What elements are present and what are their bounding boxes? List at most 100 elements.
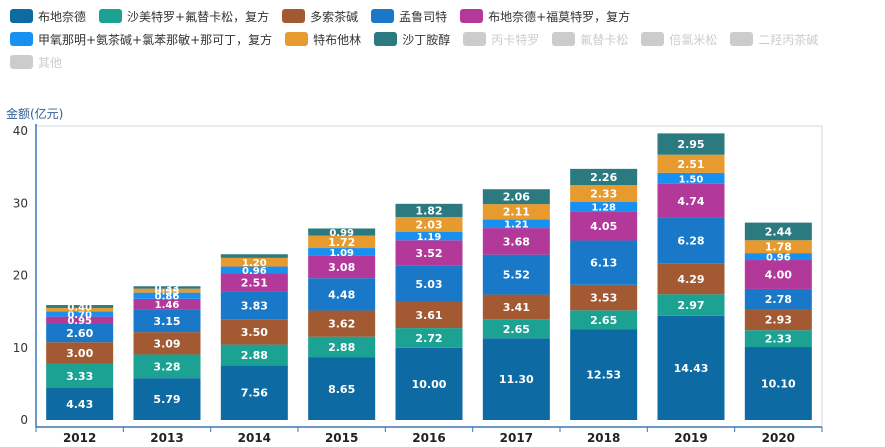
legend-item[interactable]: 倍氯米松 [641,31,717,47]
legend-swatch [10,9,33,23]
legend-item[interactable]: 丙卡特罗 [463,31,539,47]
bar-segment [657,154,725,173]
bar-segment [570,211,638,241]
data-label: 3.09 [153,337,180,350]
legend-item[interactable]: 多索茶碱 [282,8,358,24]
bar-segment [395,216,463,232]
legend-label: 布地奈德+福莫特罗，复方 [488,9,631,24]
legend-item[interactable]: 特布他林 [285,31,361,47]
bar-segment [220,257,288,267]
data-label: 2.26 [590,171,617,184]
bar-segment [657,172,725,184]
data-label: 0.55 [155,287,180,298]
x-tick-label: 2020 [762,431,795,445]
bar-segment [308,248,376,256]
bar-segment [220,344,288,366]
legend-label: 沙丁胺醇 [402,32,451,47]
bar-segment [308,357,376,420]
bar-segment [308,278,376,311]
data-label: 1.19 [417,232,442,243]
bar-segment [744,288,812,310]
data-label: 2.51 [241,277,268,290]
data-label: 4.48 [328,288,355,301]
bar-segment [482,338,550,420]
data-label: 7.56 [241,387,268,400]
data-label: 3.53 [590,292,617,305]
data-label: 2.33 [590,188,617,201]
bar-segment [46,305,114,308]
legend-swatch [463,32,487,46]
bar-segment [133,288,201,293]
data-label: 2.88 [241,349,268,362]
data-label: 3.33 [66,370,93,383]
data-label: 3.50 [241,326,268,339]
bar-segment [133,286,201,289]
data-label: 0.95 [67,316,92,327]
legend-label: 丙卡特罗 [491,32,540,47]
bar-segment [220,266,288,274]
bar-segment [308,310,376,337]
data-label: 0.96 [766,253,791,264]
legend-label: 布地奈德 [38,9,87,24]
bar-segment [744,260,812,289]
data-label: 11.30 [499,373,534,386]
data-label: 2.44 [765,225,792,238]
y-tick-label: 0 [20,413,28,427]
data-label: 3.41 [503,301,530,314]
legend-item[interactable]: 沙美特罗+氟替卡松，复方 [99,8,269,24]
data-label: 3.15 [153,315,180,328]
legend-item[interactable]: 氟替卡松 [552,31,628,47]
bar-segment [308,235,376,249]
bar-segment [570,202,638,212]
legend-item[interactable]: 甲氧那明+氨茶碱+氯苯那敏+那可丁，复方 [10,31,272,47]
legend-label: 倍氯米松 [669,32,718,47]
legend-item[interactable]: 其他 [10,54,62,70]
bar-segment [657,183,725,218]
y-tick-label: 30 [13,196,28,210]
legend-swatch [460,9,484,23]
legend-item[interactable]: 孟鲁司特 [371,8,447,24]
data-label: 4.05 [590,220,617,233]
data-label: 2.65 [503,323,530,336]
bar-segment [744,240,812,254]
data-label: 2.03 [415,218,442,231]
legend-swatch [282,9,306,23]
data-label: 1.09 [329,248,354,259]
bar-segment [308,255,376,279]
bar-segment [482,254,550,295]
legend-swatch [374,32,398,46]
legend-item[interactable]: 布地奈德 [10,8,86,24]
data-label: 1.20 [242,258,267,269]
bar-segment [395,203,463,217]
data-label: 2.11 [503,206,530,219]
data-label: 3.52 [415,247,442,260]
legend-item[interactable]: 二羟丙茶碱 [730,31,818,47]
x-tick-label: 2014 [238,431,271,445]
data-label: 1.28 [591,203,616,214]
data-label: 2.60 [66,327,93,340]
bar-segment [570,185,638,203]
bar-segment [744,253,812,261]
data-label: 8.65 [328,383,355,396]
data-label: 10.00 [412,378,447,391]
legend-swatch [552,32,576,46]
bar-segment [46,311,114,317]
data-label: 2.88 [328,341,355,354]
bar-segment [133,309,201,333]
bar-segment [220,319,288,345]
data-label: 0.40 [67,302,92,313]
bar-segment [744,347,812,420]
data-label: 4.29 [677,273,704,286]
bar-segment [744,330,812,348]
legend-item[interactable]: 布地奈德+福莫特罗，复方 [460,8,630,24]
y-tick-label: 20 [13,269,28,283]
bar-segment [657,217,725,264]
data-label: 2.78 [765,293,792,306]
legend-label: 孟鲁司特 [399,9,448,24]
data-label: 0.70 [67,310,92,321]
data-label: 12.53 [586,369,621,382]
data-label: 1.21 [504,220,529,231]
legend-item[interactable]: 沙丁胺醇 [374,31,450,47]
data-label: 1.78 [765,241,792,254]
bar-segment [570,329,638,420]
